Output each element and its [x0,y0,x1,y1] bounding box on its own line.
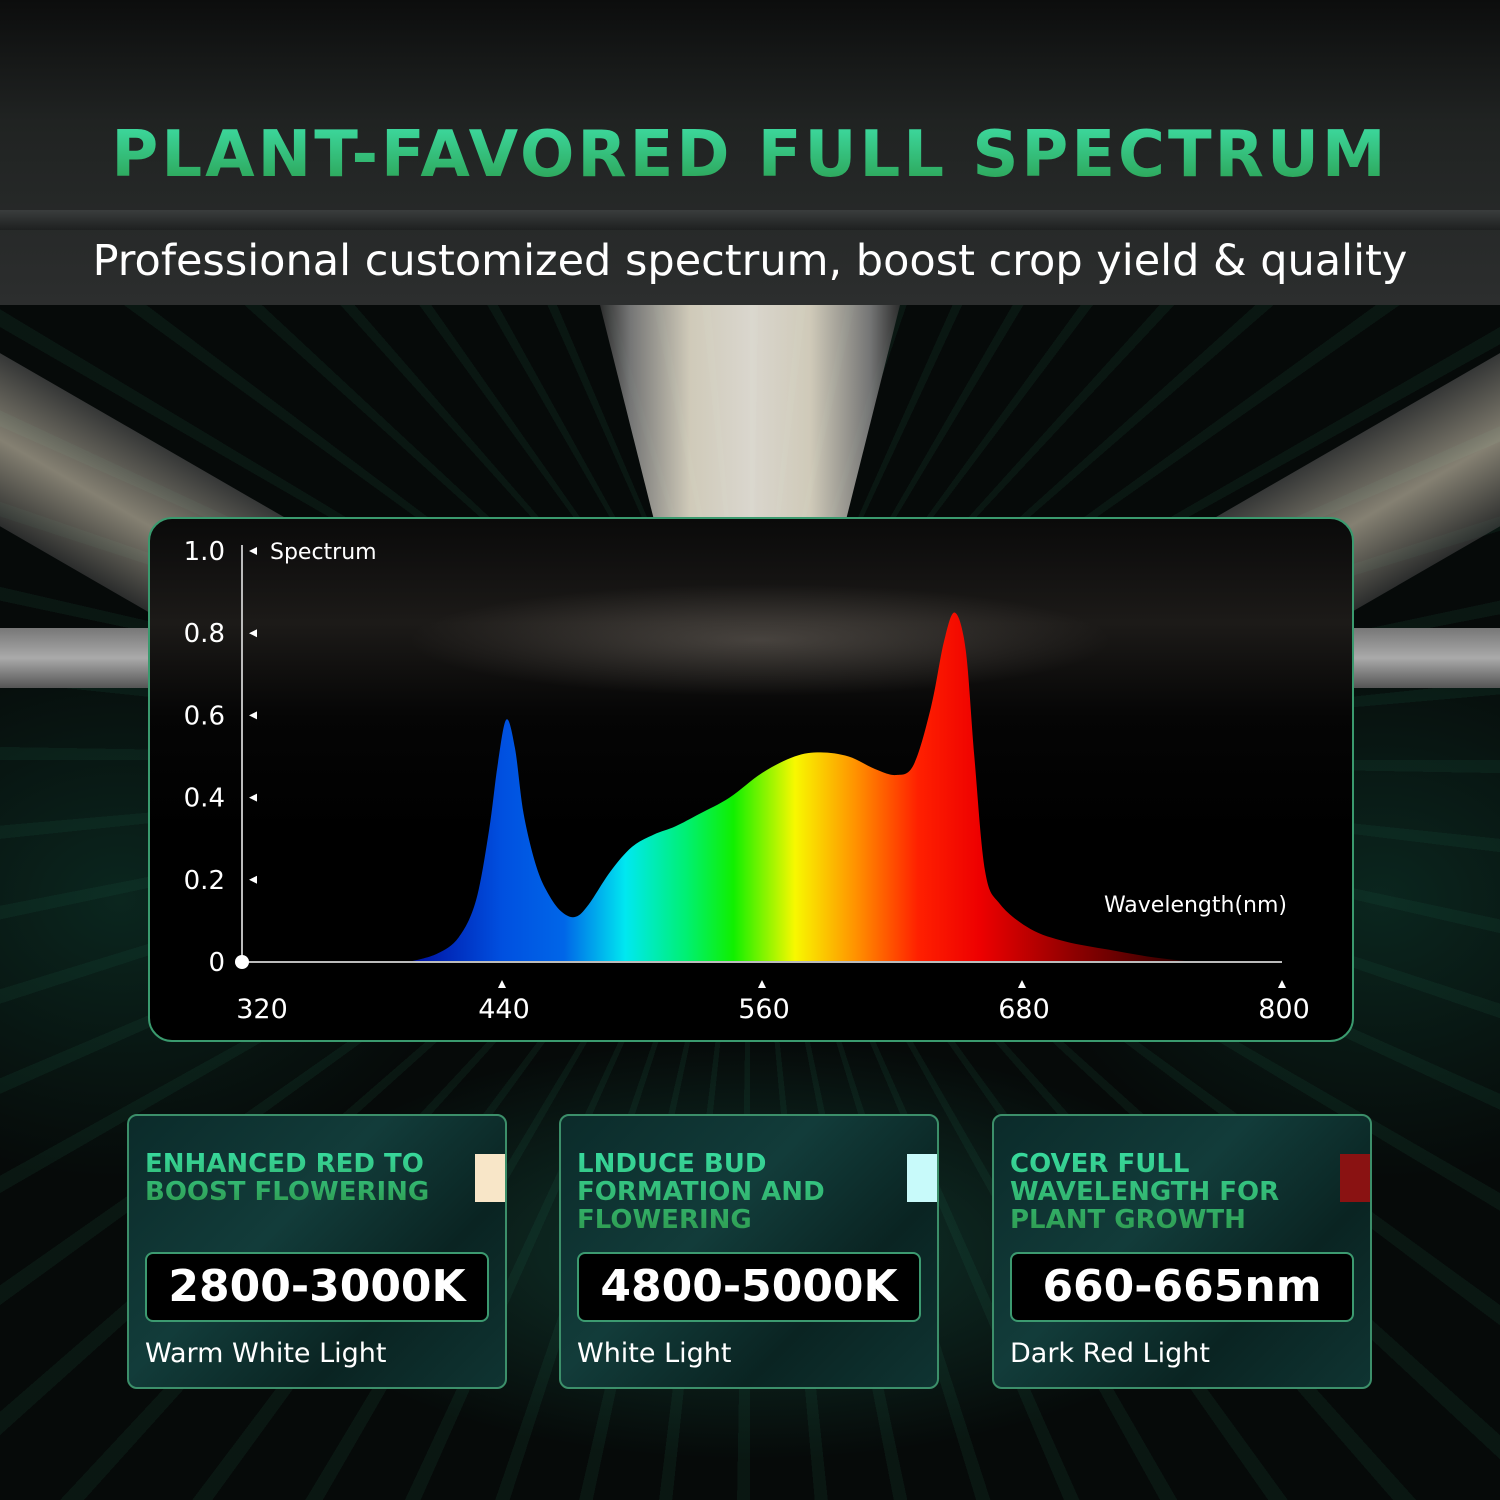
y-tick-marker [249,875,257,884]
card-value: 660-665nm [1010,1252,1354,1322]
feature-card-white: LNDUCE BUD FORMATION AND FLOWERING 4800-… [559,1114,939,1389]
x-tick-label: 680 [998,994,1050,1025]
right-rail [1350,628,1500,688]
x-tick-label: 560 [738,994,790,1025]
card-label: Dark Red Light [1010,1338,1210,1369]
y-tick-marker [249,547,257,555]
y-tick-label: 0.6 [184,701,225,731]
page-title: PLANT-FAVORED FULL SPECTRUM [0,118,1500,192]
x-axis-label: Wavelength(nm) [1104,893,1287,918]
card-label: White Light [577,1338,732,1369]
axis-origin [235,955,249,969]
y-tick-label: 0.4 [184,784,225,814]
y-axis-label: Spectrum [270,540,377,565]
card-value: 2800-3000K [145,1252,489,1322]
page-subtitle: Professional customized spectrum, boost … [92,236,1408,286]
x-tick-label: 800 [1258,994,1310,1025]
y-tick-label: 0.2 [184,866,225,896]
y-tick-marker [249,793,257,802]
x-tick-marker [1278,980,1286,988]
y-tick-marker [249,711,257,720]
y-tick-label: 0 [208,948,225,978]
card-value: 4800-5000K [577,1252,921,1322]
light-haze [160,540,1340,720]
y-tick-label: 0.8 [184,619,225,649]
x-tick-marker [498,980,506,988]
center-light-fixture [600,305,900,520]
color-swatch [475,1154,505,1202]
left-rail [0,628,150,688]
card-heading: ENHANCED RED TO BOOST FLOWERING [145,1150,455,1206]
feature-card-dark-red: COVER FULL WAVELENGTH FOR PLANT GROWTH 6… [992,1114,1372,1389]
spectrum-area [408,612,1196,962]
y-tick-marker [249,629,257,638]
x-tick-label: 320 [236,994,288,1025]
light-fixture-bar [0,0,1500,305]
x-tick-label: 440 [478,994,530,1025]
card-heading: LNDUCE BUD FORMATION AND FLOWERING [577,1150,887,1234]
color-swatch [907,1154,937,1202]
y-tick-label: 1.0 [184,537,225,567]
x-tick-marker [1018,980,1026,988]
card-heading: COVER FULL WAVELENGTH FOR PLANT GROWTH [1010,1150,1320,1234]
color-swatch [1340,1154,1370,1202]
x-tick-marker [758,980,766,988]
feature-card-warm-white: ENHANCED RED TO BOOST FLOWERING 2800-300… [127,1114,507,1389]
card-label: Warm White Light [145,1338,387,1369]
